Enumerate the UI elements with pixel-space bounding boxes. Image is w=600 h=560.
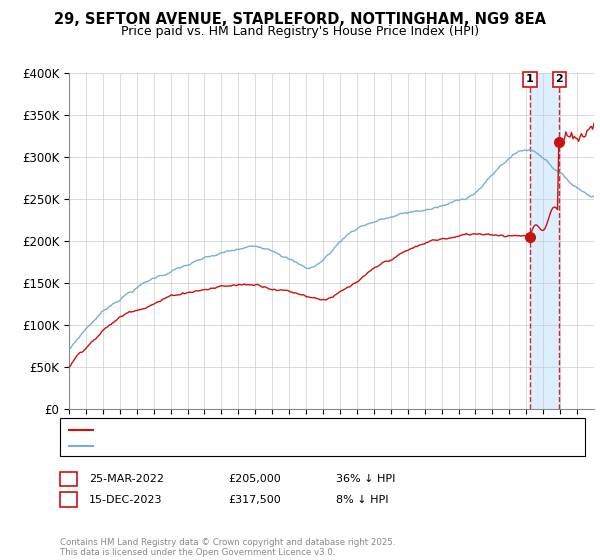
Text: 25-MAR-2022: 25-MAR-2022 <box>89 474 164 484</box>
Text: 29, SEFTON AVENUE, STAPLEFORD, NOTTINGHAM, NG9 8EA: 29, SEFTON AVENUE, STAPLEFORD, NOTTINGHA… <box>54 12 546 27</box>
Text: Contains HM Land Registry data © Crown copyright and database right 2025.
This d: Contains HM Land Registry data © Crown c… <box>60 538 395 557</box>
Text: Price paid vs. HM Land Registry's House Price Index (HPI): Price paid vs. HM Land Registry's House … <box>121 25 479 38</box>
Text: 2: 2 <box>556 74 563 85</box>
Text: 2: 2 <box>65 493 72 506</box>
Bar <box>530 73 559 409</box>
Text: 15-DEC-2023: 15-DEC-2023 <box>89 494 162 505</box>
Text: 29, SEFTON AVENUE, STAPLEFORD, NOTTINGHAM, NG9 8EA (detached house): 29, SEFTON AVENUE, STAPLEFORD, NOTTINGHA… <box>97 424 485 435</box>
Text: £317,500: £317,500 <box>228 494 281 505</box>
Text: 8% ↓ HPI: 8% ↓ HPI <box>336 494 389 505</box>
Text: 36% ↓ HPI: 36% ↓ HPI <box>336 474 395 484</box>
Text: 1: 1 <box>65 472 72 486</box>
Text: £205,000: £205,000 <box>228 474 281 484</box>
Text: 1: 1 <box>526 74 534 85</box>
Text: HPI: Average price, detached house, Broxtowe: HPI: Average price, detached house, Brox… <box>97 441 328 451</box>
